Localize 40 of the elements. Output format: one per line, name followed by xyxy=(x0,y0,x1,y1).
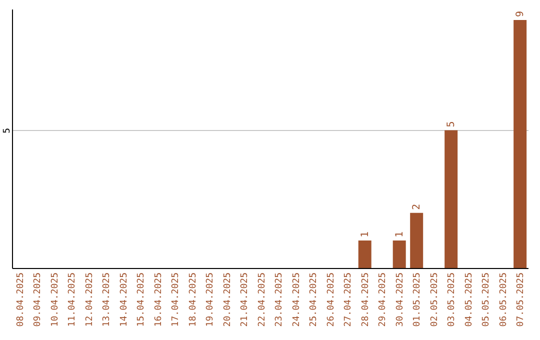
x-tick-label: 14.04.2025 xyxy=(119,272,130,327)
x-tick-label: 16.04.2025 xyxy=(154,272,164,327)
x-tick-label: 15.04.2025 xyxy=(136,272,147,327)
x-tick-label: 23.04.2025 xyxy=(274,272,285,327)
data-label: 2 xyxy=(412,204,423,210)
x-tick-label: 05.05.2025 xyxy=(482,272,492,327)
x-tick-label: 26.04.2025 xyxy=(326,272,336,327)
bar xyxy=(392,240,406,268)
x-tick-label: 19.04.2025 xyxy=(206,272,216,327)
bar xyxy=(410,212,424,268)
x-tick-label: 29.04.2025 xyxy=(378,272,388,327)
x-tick-label: 25.04.2025 xyxy=(309,272,320,327)
x-tick-label: 09.04.2025 xyxy=(33,272,44,327)
x-tick-label: 30.04.2025 xyxy=(395,272,406,327)
x-tick-label: 02.05.2025 xyxy=(430,272,440,327)
x-tick-label: 17.04.2025 xyxy=(171,272,182,327)
x-tick-label: 10.04.2025 xyxy=(50,272,60,327)
bar xyxy=(444,130,458,268)
data-label: 5 xyxy=(446,121,458,128)
x-tick-label: 18.04.2025 xyxy=(188,272,198,327)
x-tick-label: 07.05.2025 xyxy=(516,272,526,327)
x-tick-label: 03.05.2025 xyxy=(447,272,458,327)
x-tick-label: 08.04.2025 xyxy=(16,272,26,327)
data-label: 9 xyxy=(515,10,526,18)
x-tick-label: 20.04.2025 xyxy=(222,272,233,327)
x-tick-label: 22.04.2025 xyxy=(257,272,268,327)
bar xyxy=(514,20,527,268)
x-tick-label: 04.05.2025 xyxy=(464,272,474,327)
x-tick-label: 12.04.2025 xyxy=(84,272,95,327)
x-tick-label: 24.04.2025 xyxy=(292,272,302,327)
bar xyxy=(358,240,372,268)
x-tick-label: 27.04.2025 xyxy=(344,272,354,327)
data-label: 1 xyxy=(360,231,371,238)
x-tick-label: 11.04.2025 xyxy=(68,272,78,327)
x-tick-label: 28.04.2025 xyxy=(360,272,371,327)
x-tick-label: 21.04.2025 xyxy=(240,272,250,327)
x-tick-label: 13.04.2025 xyxy=(102,272,112,327)
x-tick-label: 06.05.2025 xyxy=(498,272,509,327)
x-tick-label: 01.05.2025 xyxy=(412,272,423,327)
data-label: 1 xyxy=(394,231,406,238)
